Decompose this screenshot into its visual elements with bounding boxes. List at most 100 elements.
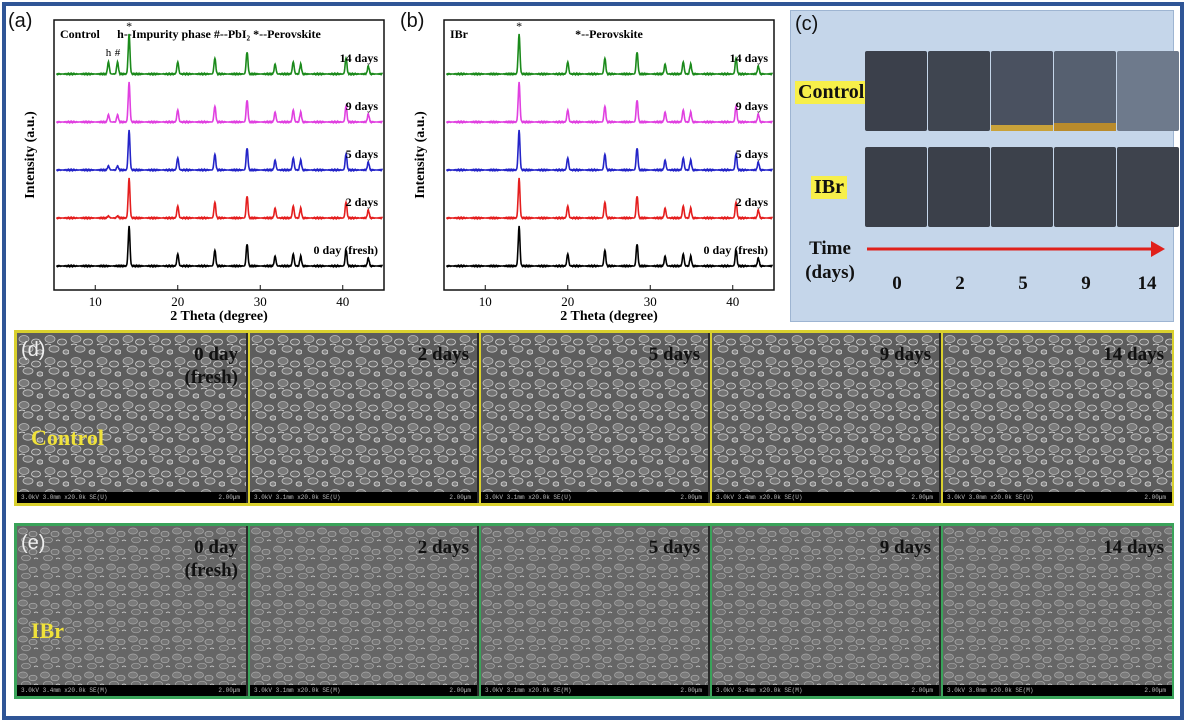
sem-day-label: 5 days: [649, 536, 700, 559]
sem-day-text: 9 days: [879, 537, 931, 558]
xrd-series-line: [55, 129, 384, 173]
film-photo-ibr-5: [991, 147, 1053, 227]
sem-info-bar: 3.0kV 3.1mm x20.0k SE(M) 2.00µm: [250, 685, 477, 696]
series-label: 2 days: [736, 195, 769, 209]
sem-info-text: 3.0kV 3.4mm x20.0k SE(M): [21, 687, 108, 694]
sem-day-label: 0 day (fresh): [185, 343, 238, 389]
x-axis-label: 2 Theta (degree): [560, 309, 658, 324]
sem-day-text: 9 days: [879, 344, 931, 365]
sample-label: IBr: [450, 27, 469, 41]
series-label: 14 days: [730, 51, 769, 65]
xrd-series-line: [55, 81, 384, 125]
sem-scale-text: 2.00µm: [449, 494, 471, 501]
sem-info-text: 3.0kV 3.1mm x20.0k SE(M): [254, 687, 341, 694]
series-label: 0 day (fresh): [704, 243, 768, 257]
sem-info-bar: 3.0kV 3.0mm x20.0k SE(U) 2.00µm: [943, 492, 1172, 503]
x-tick-label: 30: [254, 294, 267, 309]
sem-image-panel_d-3: 9 days 3.0kV 3.4mm x20.0k SE(U) 2.00µm: [710, 333, 939, 503]
sem-info-text: 3.0kV 3.0mm x20.0k SE(M): [947, 687, 1034, 694]
x-tick-label: 40: [336, 294, 349, 309]
sem-row-control: 0 day (fresh) 3.0kV 3.0mm x20.0k SE(U) 2.00…: [14, 330, 1174, 506]
photo-row-label-ibr: IBr: [811, 176, 847, 199]
time-axis-label: Time (days): [795, 237, 865, 285]
x-tick-label: 40: [726, 294, 739, 309]
y-axis-label: Intensity (a.u.): [413, 111, 428, 199]
series-label: 9 days: [346, 99, 379, 113]
film-photo-control-0: [865, 51, 927, 131]
x-tick-label: 10: [479, 294, 492, 309]
sem-day-label: 2 days: [418, 343, 469, 366]
x-tick-label: 20: [171, 294, 184, 309]
x-axis-label: 2 Theta (degree): [170, 309, 268, 324]
impurity-marker: h: [106, 47, 112, 59]
sem-image-panel_e-3: 9 days 3.0kV 3.4mm x20.0k SE(M) 2.00µm: [710, 526, 939, 696]
xrd-series-line: [445, 33, 774, 77]
panel_d-row-label: Control: [31, 425, 104, 450]
photo-panel: (c) Control IBr Time (days) 0 2 5 9 14: [790, 10, 1179, 322]
time-tick-0: 0: [892, 273, 902, 294]
sem-image-panel_d-1: 2 days 3.0kV 3.1mm x20.0k SE(U) 2.00µm: [248, 333, 477, 503]
sem-info-text: 3.0kV 3.1mm x20.0k SE(M): [485, 687, 572, 694]
film-photo-ibr-9: [1054, 147, 1116, 227]
sem-info-bar: 3.0kV 3.4mm x20.0k SE(M) 2.00µm: [712, 685, 939, 696]
series-label: 14 days: [340, 51, 379, 65]
sem-info-bar: 3.0kV 3.4mm x20.0k SE(M) 2.00µm: [17, 685, 246, 696]
xrd-series-line: [445, 129, 774, 173]
sem-image-panel_d-4: 14 days 3.0kV 3.0mm x20.0k SE(U) 2.00µm: [941, 333, 1172, 503]
x-tick-label: 30: [644, 294, 657, 309]
sem-day-text: 2 days: [417, 344, 469, 365]
sem-day-text: 14 days: [1103, 537, 1164, 558]
photo-row-label-control: Control: [795, 81, 868, 104]
marker-legend: *--Perovskite: [575, 27, 643, 41]
sem-scale-text: 2.00µm: [1144, 687, 1166, 694]
sem-info-bar: 3.0kV 3.0mm x20.0k SE(M) 2.00µm: [943, 685, 1172, 696]
sem-scale-text: 2.00µm: [1144, 494, 1166, 501]
pbi2-marker: #: [115, 47, 121, 59]
perovskite-marker: *: [126, 19, 132, 33]
series-label: 5 days: [736, 147, 769, 161]
sem-image-panel_e-4: 14 days 3.0kV 3.0mm x20.0k SE(M) 2.00µm: [941, 526, 1172, 696]
series-label: 0 day (fresh): [314, 243, 378, 257]
sem-info-bar: 3.0kV 3.1mm x20.0k SE(U) 2.00µm: [481, 492, 708, 503]
sem-image-panel_e-1: 2 days 3.0kV 3.1mm x20.0k SE(M) 2.00µm: [248, 526, 477, 696]
sem-row-ibr: 0 day (fresh) 3.0kV 3.4mm x20.0k SE(M) 2.00…: [14, 523, 1174, 699]
sem-info-text: 3.0kV 3.1mm x20.0k SE(U): [485, 494, 572, 501]
film-degradation-edge: [1054, 123, 1116, 131]
time-tick-5: 5: [1018, 273, 1028, 294]
series-label: 9 days: [736, 99, 769, 113]
sem-day-text: 0 day: [194, 344, 238, 365]
time-tick-2: 2: [955, 273, 965, 294]
panel-b-letter: (b): [400, 10, 425, 32]
sem-scale-text: 2.00µm: [680, 687, 702, 694]
sem-day-label: 14 days: [1103, 343, 1164, 366]
film-photo-control-2: [928, 51, 990, 131]
sem-info-text: 3.0kV 3.0mm x20.0k SE(U): [21, 494, 108, 501]
sem-scale-text: 2.00µm: [218, 494, 240, 501]
sem-day-text: 14 days: [1103, 344, 1164, 365]
sem-day-label: 5 days: [649, 343, 700, 366]
plot-area: [443, 19, 775, 291]
time-tick-9: 9: [1081, 273, 1091, 294]
panel_e-row-label: IBr: [31, 618, 64, 643]
sem-scale-text: 2.00µm: [680, 494, 702, 501]
perovskite-marker: *: [516, 19, 522, 33]
sem-day-label: 9 days: [880, 343, 931, 366]
sem-info-bar: 3.0kV 3.1mm x20.0k SE(U) 2.00µm: [250, 492, 477, 503]
sem-scale-text: 2.00µm: [911, 687, 933, 694]
sem-day-text: 0 day: [194, 537, 238, 558]
sem-info-bar: 3.0kV 3.0mm x20.0k SE(U) 2.00µm: [17, 492, 246, 503]
sem-day-label: 2 days: [418, 536, 469, 559]
sem-day-label: 14 days: [1103, 536, 1164, 559]
series-label: 5 days: [346, 147, 379, 161]
panel-c-letter: (c): [795, 13, 819, 35]
marker-legend: h--Impurity phase #--PbI₂ *--Perovskite: [117, 27, 321, 41]
xrd-chart-ibr: 10 20 30 40 2 Theta (degree) Intensity (a.u.)…: [413, 19, 775, 324]
sem-info-text: 3.0kV 3.0mm x20.0k SE(U): [947, 494, 1034, 501]
film-degradation-edge: [991, 125, 1053, 131]
sem-day-text: 2 days: [417, 537, 469, 558]
sem-image-panel_e-2: 5 days 3.0kV 3.1mm x20.0k SE(M) 2.00µm: [479, 526, 708, 696]
sem-info-text: 3.0kV 3.1mm x20.0k SE(U): [254, 494, 341, 501]
x-tick-label: 20: [561, 294, 574, 309]
film-photo-ibr-0: [865, 147, 927, 227]
sem-image-panel_e-0: 0 day (fresh) 3.0kV 3.4mm x20.0k SE(M) 2.00…: [17, 526, 246, 696]
